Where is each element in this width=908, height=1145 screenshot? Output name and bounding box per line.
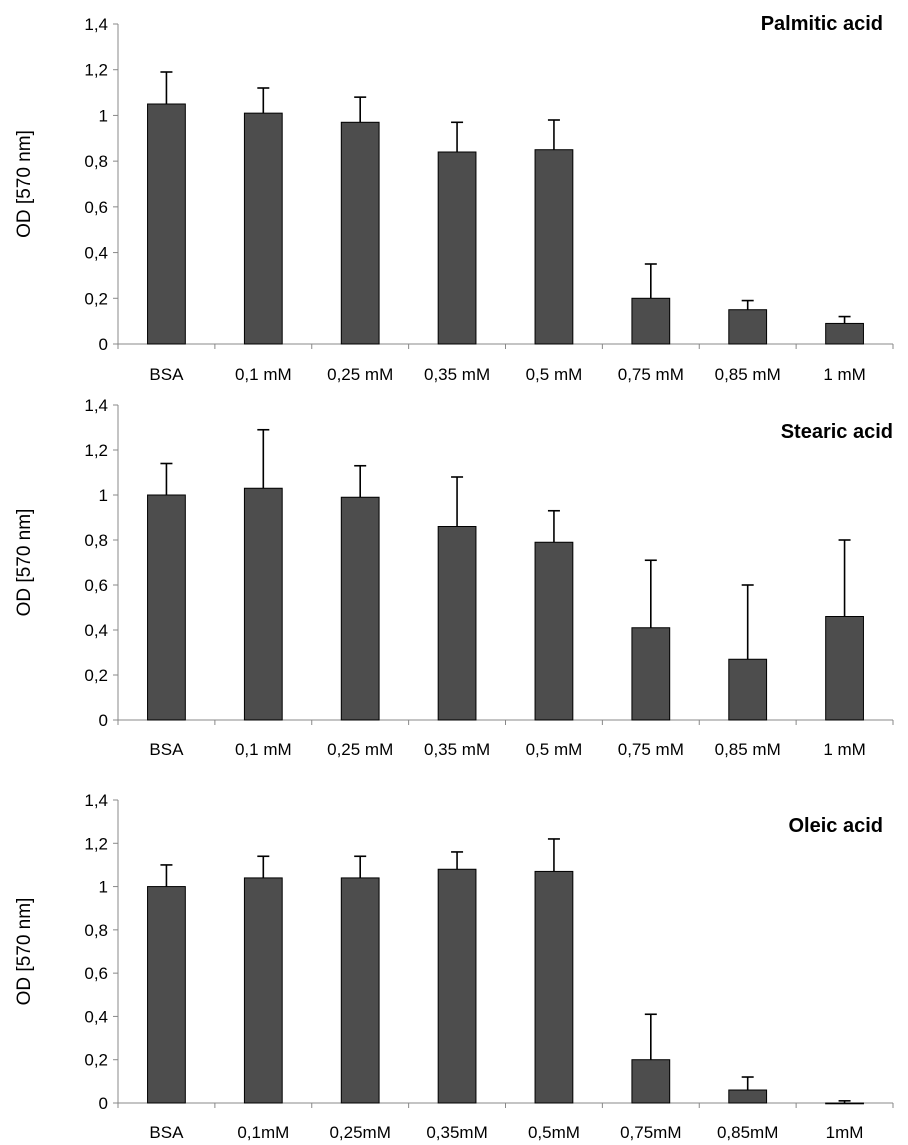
- x-tick-label: 0,5 mM: [526, 365, 583, 384]
- x-tick-label: BSA: [149, 740, 184, 759]
- x-tick-label: 1 mM: [823, 740, 866, 759]
- x-tick-label: 0,5mM: [528, 1123, 580, 1142]
- x-tick-label: 0,5 mM: [526, 740, 583, 759]
- y-tick-label: 0: [99, 335, 108, 354]
- bar: [825, 1102, 864, 1105]
- palmitic-acid-panel: Palmitic acid OD [570 nm] 0 0,2 0,4 0,6 0,8 1 1,…: [14, 13, 894, 384]
- oleic-acid-panel: Oleic acid OD [570 nm] 0 0,2 0,4 0,6 0,8 1 1,2 1,…: [14, 791, 894, 1142]
- bar: [340, 121, 380, 345]
- x-tick-label: 0,85 mM: [715, 365, 781, 384]
- y-tick-label: 1: [99, 106, 108, 125]
- bar: [534, 541, 574, 721]
- y-tick-label: 0,6: [84, 576, 108, 595]
- bar: [728, 658, 768, 721]
- bar: [147, 886, 186, 1104]
- bar: [534, 149, 574, 345]
- y-tick-label: 0,2: [84, 289, 108, 308]
- y-tick-label: 0: [99, 1094, 108, 1113]
- bar: [728, 1089, 768, 1104]
- x-tick-label: 0,35mM: [426, 1123, 487, 1142]
- y-tick-label: 0,6: [84, 198, 108, 217]
- x-tick-label: 0,25mM: [329, 1123, 390, 1142]
- x-tick-label: 1mM: [826, 1123, 864, 1142]
- stearic-acid-panel: Stearic acid OD [570 nm] 0 0,2 0,4 0,6 0,8 1 1,2…: [14, 396, 894, 759]
- x-tick-label: 0,75mM: [620, 1123, 681, 1142]
- bar: [147, 103, 186, 345]
- y-tick-label: 0,8: [84, 152, 108, 171]
- bar: [534, 870, 574, 1104]
- x-tick-label: 0,1 mM: [235, 740, 292, 759]
- y-tick-label: 1,2: [84, 61, 108, 80]
- bar: [147, 494, 186, 721]
- y-tick-label: 1,2: [84, 441, 108, 460]
- x-tick-label: 0,35 mM: [424, 365, 490, 384]
- y-tick-label: 0,4: [84, 621, 108, 640]
- y-tick-label: 1: [99, 878, 108, 897]
- x-tick-label: 0,35 mM: [424, 740, 490, 759]
- chart-title: Stearic acid: [781, 421, 893, 443]
- y-tick-label: 0,4: [84, 1007, 108, 1026]
- x-tick-label: BSA: [149, 365, 184, 384]
- x-tick-label: 0,25 mM: [327, 740, 393, 759]
- y-tick-label: 1,4: [84, 15, 108, 34]
- bar: [243, 877, 283, 1104]
- bar: [631, 297, 671, 345]
- y-tick-label: 0,4: [84, 244, 108, 263]
- x-tick-label: 0,1mM: [237, 1123, 289, 1142]
- x-tick-label: 0,75 mM: [618, 740, 684, 759]
- x-tick-label: 0,85mM: [717, 1123, 778, 1142]
- x-tick-label: 0,75 mM: [618, 365, 684, 384]
- chart-title: Palmitic acid: [761, 13, 883, 35]
- bar: [437, 526, 477, 721]
- x-tick-label: 1 mM: [823, 365, 866, 384]
- bar: [631, 627, 671, 721]
- y-tick-label: 1: [99, 486, 108, 505]
- bar: [631, 1059, 671, 1104]
- x-tick-label: 0,85 mM: [715, 740, 781, 759]
- y-axis-label: OD [570 nm]: [14, 898, 35, 1006]
- x-tick-label: 0,25 mM: [327, 365, 393, 384]
- bar: [437, 151, 477, 345]
- y-tick-label: 0,8: [84, 921, 108, 940]
- chart-title: Oleic acid: [789, 815, 884, 837]
- y-tick-label: 0,2: [84, 666, 108, 685]
- y-tick-label: 0,6: [84, 964, 108, 983]
- y-tick-label: 0,2: [84, 1051, 108, 1070]
- y-axis-label: OD [570 nm]: [14, 130, 35, 238]
- y-axis-label: OD [570 nm]: [14, 509, 35, 617]
- y-tick-label: 0,8: [84, 531, 108, 550]
- bar: [825, 322, 864, 345]
- y-tick-label: 1,4: [84, 396, 108, 415]
- x-tick-label: BSA: [149, 1123, 184, 1142]
- bar: [243, 487, 283, 721]
- y-tick-label: 0: [99, 711, 108, 730]
- bar: [340, 496, 380, 721]
- bar: [243, 112, 283, 345]
- bar: [728, 309, 768, 345]
- y-tick-label: 1,2: [84, 834, 108, 853]
- y-tick-label: 1,4: [84, 791, 108, 810]
- bar: [340, 877, 380, 1104]
- bar: [825, 616, 864, 721]
- bar: [437, 868, 477, 1104]
- x-tick-label: 0,1 mM: [235, 365, 292, 384]
